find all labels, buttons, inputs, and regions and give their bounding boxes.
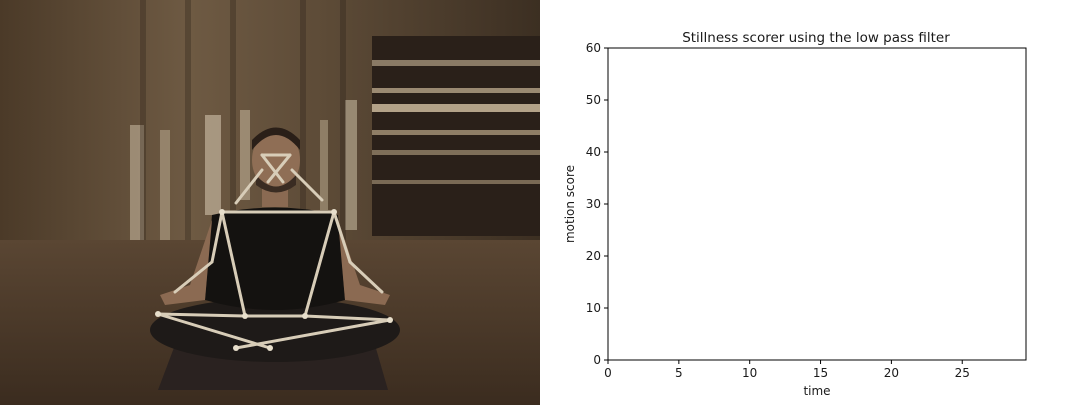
motion-score-chart: Stillness scorer using the low pass filt…	[563, 30, 1027, 398]
x-tick-label: 5	[675, 366, 683, 380]
chart-title: Stillness scorer using the low pass filt…	[682, 30, 950, 46]
video-frame	[0, 0, 540, 405]
y-tick-label: 50	[586, 93, 601, 107]
y-tick-label: 10	[586, 301, 601, 315]
y-tick-label: 0	[593, 353, 601, 367]
chart-panel: Stillness scorer using the low pass filt…	[540, 0, 1080, 405]
pose-keypoints	[155, 209, 393, 351]
video-frame-image	[0, 0, 540, 405]
stacked-mats	[372, 36, 540, 236]
curtains	[140, 0, 346, 240]
x-axis-label: time	[803, 384, 830, 398]
y-axis: 0 10 20 30 40 50 60	[586, 41, 608, 367]
x-tick-label: 25	[955, 366, 970, 380]
y-tick-label: 60	[586, 41, 601, 55]
x-tick-label: 15	[813, 366, 828, 380]
x-tick-label: 20	[884, 366, 899, 380]
pose-skeleton	[156, 153, 392, 350]
y-tick-label: 40	[586, 145, 601, 159]
plot-area	[607, 47, 1027, 361]
x-tick-label: 10	[742, 366, 757, 380]
x-axis: 0 5 10 15 20 25	[604, 360, 970, 380]
window-light	[130, 100, 357, 240]
x-tick-label: 0	[604, 366, 612, 380]
y-tick-label: 20	[586, 249, 601, 263]
y-tick-label: 30	[586, 197, 601, 211]
y-axis-label: motion score	[563, 165, 577, 243]
